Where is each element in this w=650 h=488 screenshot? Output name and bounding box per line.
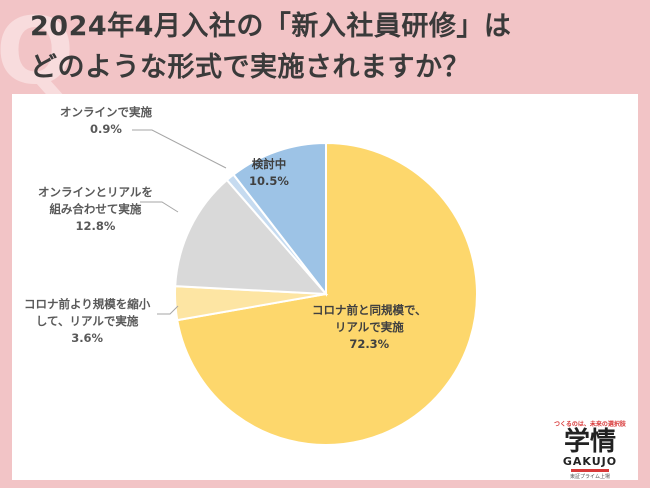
label-same-scale-real-value: 72.3% <box>349 337 390 351</box>
pie-slice-hybrid <box>174 178 329 296</box>
pie-slice-considering <box>232 141 327 297</box>
title-line-2: どのような形式で実施されますか？ <box>30 52 470 83</box>
logo-sub: 東証プライム上場 <box>570 474 610 480</box>
page-title: 2024年4月入社の「新入社員研修」は どのような形式で実施されますか？ <box>30 6 640 88</box>
label-considering-line1: 検討中 <box>251 157 287 171</box>
logo-divider <box>571 469 609 472</box>
label-same-scale-real-line2: リアルで実施 <box>334 320 404 334</box>
label-hybrid-line1: オンラインとリアルを <box>38 185 153 199</box>
leader-line-reduced-scale-real <box>157 305 179 315</box>
leader-line-online <box>132 129 227 169</box>
label-online: オンラインで実施 0.9% <box>60 104 152 138</box>
label-hybrid-value: 12.8% <box>75 219 116 233</box>
label-online-value: 0.9% <box>90 122 122 136</box>
label-reduced-scale-real-value: 3.6% <box>71 331 104 345</box>
label-same-scale-real: コロナ前と同規模で、 リアルで実施 72.3% <box>312 302 427 353</box>
pie-chart <box>132 129 478 446</box>
label-reduced-scale-real: コロナ前より規模を縮小 して、リアルで実施 3.6% <box>24 296 150 347</box>
leader-line-hybrid <box>140 201 179 213</box>
title-line-1: 2024年4月入社の「新入社員研修」は <box>30 11 512 42</box>
label-online-line1: オンラインで実施 <box>60 105 152 119</box>
logo-tagline: つくるのは、未来の選択肢 <box>554 421 626 428</box>
gakujo-logo: つくるのは、未来の選択肢 学情 GAKUJO 東証プライム上場 <box>544 419 636 480</box>
logo-wordmark: GAKUJO <box>562 455 618 468</box>
logo-mark: 学情 <box>563 427 616 457</box>
label-reduced-scale-real-line2: して、リアルで実施 <box>35 314 139 328</box>
label-same-scale-real-line1: コロナ前と同規模で、 <box>312 303 427 317</box>
label-hybrid: オンラインとリアルを 組み合わせて実施 12.8% <box>38 184 153 235</box>
label-reduced-scale-real-line1: コロナ前より規模を縮小 <box>24 297 151 311</box>
question-mark-graphic: Q <box>0 0 75 105</box>
chart-panel: コロナ前と同規模で、 リアルで実施 72.3% コロナ前より規模を縮小 して、リ… <box>12 94 638 480</box>
label-considering-value: 10.5% <box>249 174 289 188</box>
label-hybrid-line2: 組み合わせて実施 <box>49 202 142 216</box>
label-considering: 検討中 10.5% <box>249 156 289 190</box>
